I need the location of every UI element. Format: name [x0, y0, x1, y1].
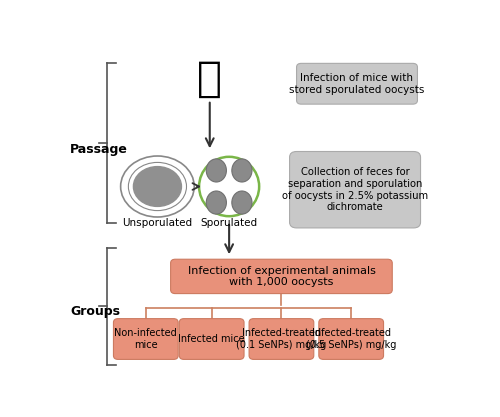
- Ellipse shape: [206, 191, 227, 214]
- Circle shape: [128, 163, 186, 211]
- Text: Infected mice: Infected mice: [178, 334, 245, 344]
- Text: Unsporulated: Unsporulated: [122, 219, 192, 229]
- Text: Collection of feces for
separation and sporulation
of oocysts in 2.5% potassium
: Collection of feces for separation and s…: [282, 167, 428, 212]
- Text: 🐀: 🐀: [197, 58, 222, 100]
- Circle shape: [134, 167, 182, 206]
- FancyBboxPatch shape: [180, 319, 244, 359]
- Ellipse shape: [199, 157, 259, 216]
- Ellipse shape: [206, 159, 227, 182]
- Circle shape: [120, 156, 194, 217]
- Text: Non-infected
mice: Non-infected mice: [114, 328, 177, 350]
- FancyBboxPatch shape: [290, 151, 420, 228]
- Ellipse shape: [232, 191, 252, 214]
- FancyBboxPatch shape: [170, 259, 392, 294]
- FancyBboxPatch shape: [249, 319, 314, 359]
- FancyBboxPatch shape: [296, 63, 418, 104]
- Text: Sporulated: Sporulated: [200, 219, 258, 229]
- Text: Groups: Groups: [70, 305, 120, 318]
- FancyBboxPatch shape: [114, 319, 178, 359]
- FancyBboxPatch shape: [319, 319, 384, 359]
- Text: Infected-treated
(0.5 SeNPs) mg/kg: Infected-treated (0.5 SeNPs) mg/kg: [306, 328, 396, 350]
- Text: Infection of experimental animals
with 1,000 oocysts: Infection of experimental animals with 1…: [188, 266, 376, 287]
- Ellipse shape: [232, 159, 252, 182]
- Text: Infected-treated
(0.1 SeNPs) mg/kg: Infected-treated (0.1 SeNPs) mg/kg: [236, 328, 326, 350]
- Text: Infection of mice with
stored sporulated oocysts: Infection of mice with stored sporulated…: [290, 73, 424, 95]
- Text: Passage: Passage: [70, 143, 128, 156]
